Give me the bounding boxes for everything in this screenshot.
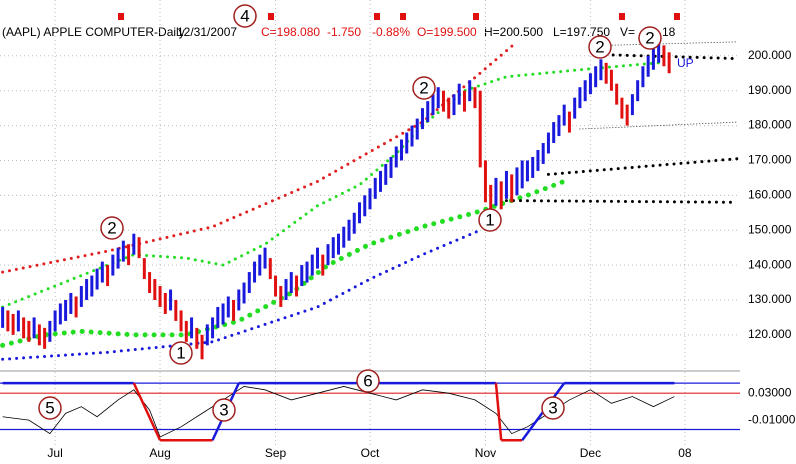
annotation: 6 [356,369,380,393]
annotation: 4 [233,4,257,28]
trend-segment [132,382,162,441]
annotation: 2 [588,35,612,59]
up-label: UP [677,56,694,70]
annotation-text: 5 [45,398,54,417]
band [1,61,661,309]
x-tick-label: Sep [265,446,287,460]
x-tick-label: Dec [580,446,601,460]
y-tick-label: 150.000 [748,222,792,236]
band [604,53,739,61]
annotation-circle [212,398,236,422]
date: 12/31/2007 [177,25,237,39]
y-tick-label: 170.000 [748,153,792,167]
symbol: (AAPL) APPLE COMPUTER-Daily [2,25,185,39]
y-tick-label: 130.000 [748,292,792,306]
trend-segment [494,382,503,441]
header-markers [118,13,680,20]
annotation-text: 2 [645,28,654,47]
y-tick-label: 120.000 [748,327,792,341]
annotation-circle [638,26,662,50]
y-tick-label: -0.01000 [748,412,796,426]
annotation-circle [588,35,612,59]
change-pct: -0.88% [372,25,410,39]
annotation-circle [38,396,62,420]
annotation-circle [100,216,124,240]
annotation-text: 1 [485,210,494,229]
annotation-circle [478,208,502,232]
annotation-text: 1 [176,343,185,362]
annotation-text: 4 [240,6,249,25]
annotation-text: 6 [363,371,372,390]
annotation-circle [233,4,257,28]
band [605,41,738,46]
y-tick-label: 140.000 [748,257,792,271]
high: H=200.500 [484,25,543,39]
annotation: 5 [38,396,62,420]
annotation: 2 [100,216,124,240]
x-tick-label: Nov [475,446,496,460]
annotations: 1 1 2 2 2 2 3 3 4 5 6 [38,4,662,422]
annotation-text: 2 [107,218,116,237]
annotation-circle [169,341,193,365]
y-tick-label: 190.000 [748,83,792,97]
x-tick-label: 08 [678,446,692,460]
annotation: 1 [478,208,502,232]
volume: V= [620,25,635,39]
close: C=198.080 [261,25,320,39]
annotation-text: 2 [419,78,428,97]
volume-tail: 18 [662,25,676,39]
annotation: 3 [541,396,565,420]
annotation-text: 3 [548,398,557,417]
annotation: 1 [169,341,193,365]
annotation: 2 [638,26,662,50]
y-tick-label: 180.000 [748,118,792,132]
y-tick-label: 0.03000 [748,385,792,399]
x-tick-label: Jul [47,446,62,460]
annotation: 2 [412,76,436,100]
annotation-circle [412,76,436,100]
x-tick-label: Aug [149,446,170,460]
band [1,40,519,274]
x-tick-label: Oct [361,446,380,460]
change: -1.750 [327,25,361,39]
annotation-circle [541,396,565,420]
band [1,228,482,361]
open: O=199.500 [417,25,477,39]
annotation-circle [356,369,380,393]
low: L=197.750 [553,25,610,39]
annotation: 3 [212,398,236,422]
annotation-text: 3 [219,400,228,419]
annotation-text: 2 [595,37,604,56]
y-tick-label: 200.000 [748,48,792,62]
y-tick-label: 160.000 [748,188,792,202]
